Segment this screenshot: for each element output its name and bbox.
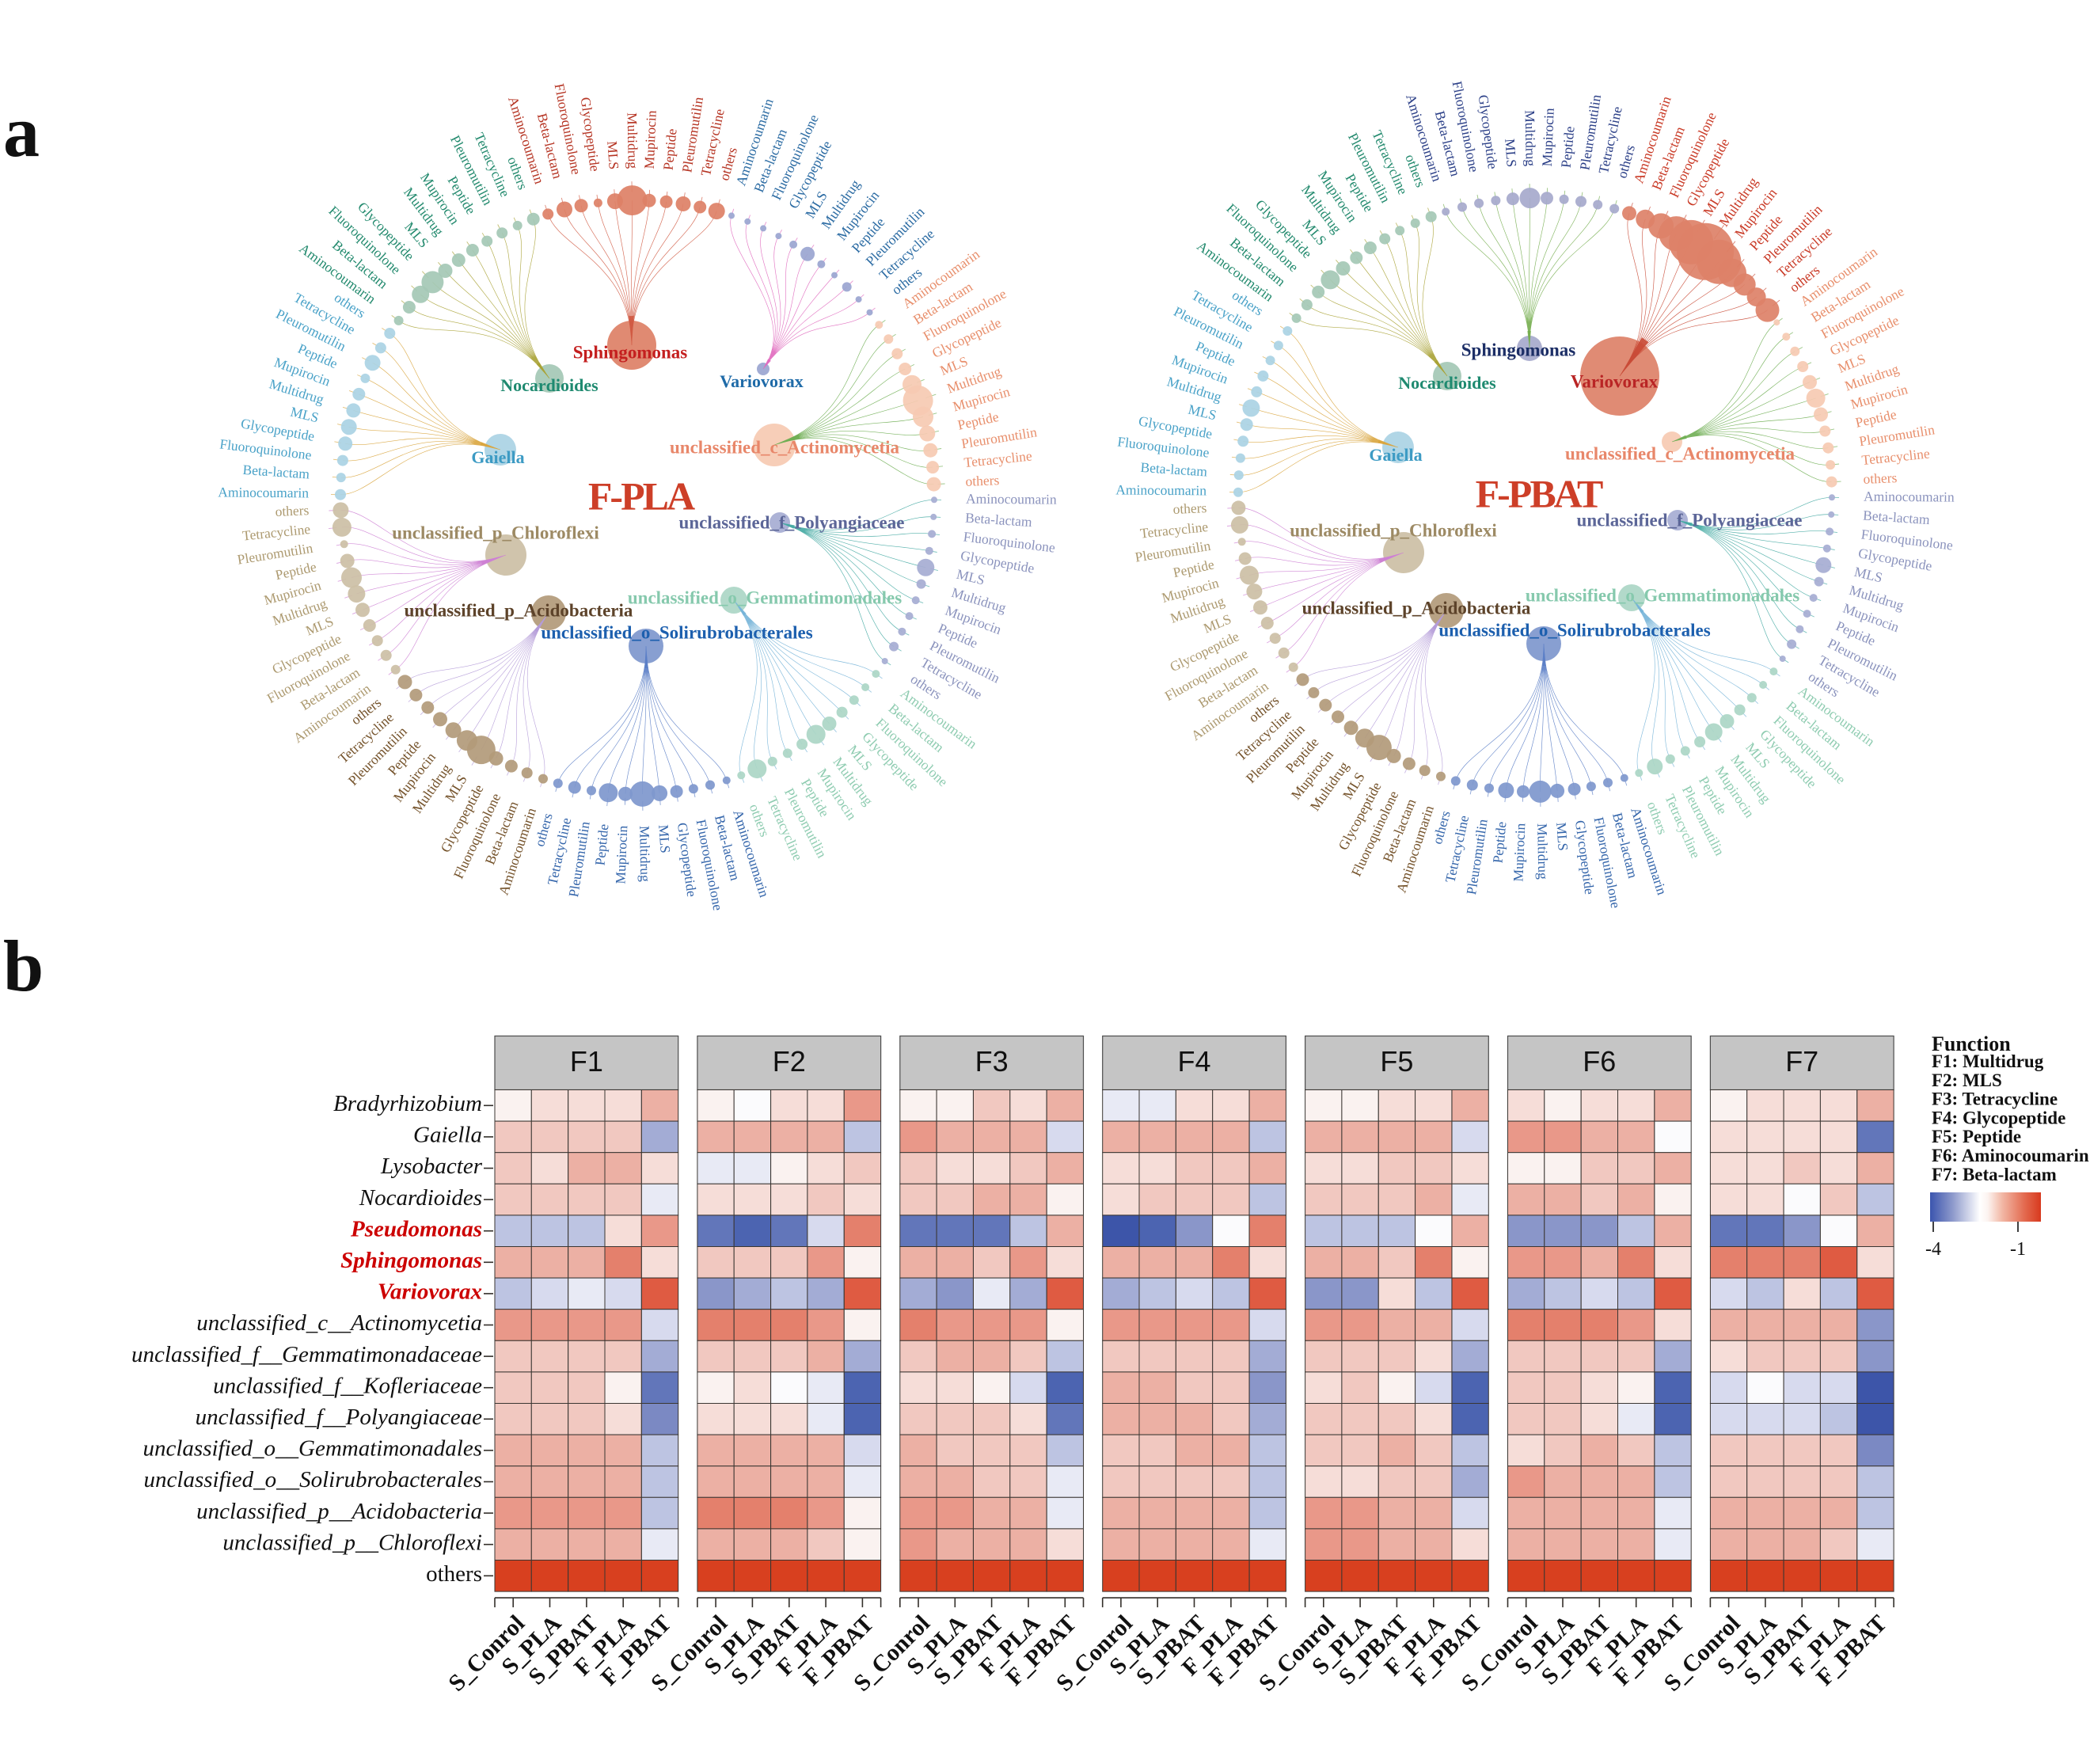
svg-text:F4: Glycopeptide: F4: Glycopeptide — [1932, 1108, 2065, 1127]
svg-text:MLS: MLS — [1553, 822, 1571, 851]
svg-text:F2: F2 — [773, 1045, 806, 1078]
svg-text:unclassified_f__Gemmatimonadac: unclassified_f__Gemmatimonadaceae — [131, 1342, 482, 1367]
svg-text:F-PBAT: F-PBAT — [1476, 471, 1603, 515]
svg-text:Aminocoumarin: Aminocoumarin — [966, 491, 1057, 508]
svg-text:unclassified_o_Gemmatimonadale: unclassified_o_Gemmatimonadales — [628, 587, 902, 607]
svg-text:others: others — [1172, 500, 1207, 517]
svg-text:Pseudomonas: Pseudomonas — [350, 1216, 482, 1241]
svg-text:Variovorax: Variovorax — [378, 1279, 482, 1305]
svg-text:F5: F5 — [1380, 1045, 1413, 1078]
svg-text:Mupirocin: Mupirocin — [641, 110, 659, 169]
svg-text:unclassified_o_Solirubrobacter: unclassified_o_Solirubrobacterales — [1438, 620, 1710, 640]
svg-text:F1: F1 — [570, 1045, 603, 1078]
svg-text:F3: Tetracycline: F3: Tetracycline — [1932, 1089, 2058, 1109]
svg-text:unclassified_c_Actinomycetia: unclassified_c_Actinomycetia — [670, 437, 900, 457]
svg-text:a: a — [3, 91, 40, 172]
svg-text:Variovorax: Variovorax — [1571, 371, 1659, 391]
svg-text:unclassified_f__Polyangiaceae: unclassified_f__Polyangiaceae — [196, 1405, 483, 1430]
svg-text:Mupirocin: Mupirocin — [612, 825, 630, 884]
svg-text:F7: Beta-lactam: F7: Beta-lactam — [1932, 1165, 2057, 1184]
svg-text:Sphingomonas: Sphingomonas — [1461, 340, 1576, 359]
svg-text:Multidrug: Multidrug — [625, 112, 641, 169]
svg-text:Gaiella: Gaiella — [1369, 445, 1422, 465]
svg-text:-1: -1 — [2010, 1239, 2026, 1260]
svg-text:unclassified_o__Solirubrobacte: unclassified_o__Solirubrobacterales — [144, 1467, 482, 1492]
svg-text:Multidrug: Multidrug — [1522, 110, 1539, 167]
svg-text:F-PLA: F-PLA — [588, 473, 695, 518]
svg-text:unclassified_f__Kofleriaceae: unclassified_f__Kofleriaceae — [213, 1373, 482, 1398]
svg-text:Sphingomonas: Sphingomonas — [573, 342, 688, 362]
svg-text:Mupirocin: Mupirocin — [1510, 823, 1528, 882]
svg-text:unclassified_c_Actinomycetia: unclassified_c_Actinomycetia — [1565, 443, 1796, 463]
svg-text:b: b — [3, 926, 44, 1006]
svg-text:F7: F7 — [1785, 1045, 1818, 1078]
svg-text:others: others — [1863, 470, 1898, 487]
svg-text:Multidrug: Multidrug — [636, 826, 653, 883]
svg-text:MLS: MLS — [656, 824, 674, 853]
svg-text:unclassified_p_Acidobacteria: unclassified_p_Acidobacteria — [1302, 598, 1531, 618]
svg-text:MLS: MLS — [604, 140, 622, 169]
svg-text:Aminocoumarin: Aminocoumarin — [1115, 481, 1206, 498]
svg-text:Aminocoumarin: Aminocoumarin — [218, 484, 309, 500]
svg-text:Nocardioides: Nocardioides — [1398, 373, 1496, 393]
svg-text:Bradyrhizobium: Bradyrhizobium — [333, 1091, 482, 1116]
svg-text:unclassified_p__Acidobacteria: unclassified_p__Acidobacteria — [196, 1499, 482, 1524]
svg-text:unclassified_p__Chloroflexi: unclassified_p__Chloroflexi — [222, 1530, 482, 1555]
svg-text:others: others — [275, 502, 310, 519]
svg-text:F5: Peptide: F5: Peptide — [1932, 1127, 2021, 1146]
svg-text:unclassified_o__Gemmatimonadal: unclassified_o__Gemmatimonadales — [142, 1436, 482, 1462]
svg-text:others: others — [965, 472, 1000, 489]
svg-text:unclassified_p_Chloroflexi: unclassified_p_Chloroflexi — [392, 523, 599, 542]
svg-text:F6: Aminocoumarin: F6: Aminocoumarin — [1932, 1146, 2089, 1165]
svg-text:F2: MLS: F2: MLS — [1932, 1070, 2002, 1090]
svg-text:F1: Multidrug: F1: Multidrug — [1932, 1051, 2044, 1071]
svg-text:unclassified_o_Gemmatimonadale: unclassified_o_Gemmatimonadales — [1526, 585, 1799, 605]
svg-text:Gaiella: Gaiella — [471, 447, 524, 467]
svg-text:unclassified_p_Chloroflexi: unclassified_p_Chloroflexi — [1290, 520, 1497, 540]
svg-text:Gaiella: Gaiella — [413, 1123, 482, 1148]
svg-text:-4: -4 — [1925, 1239, 1941, 1260]
svg-text:MLS: MLS — [1502, 138, 1520, 167]
svg-text:Aminocoumarin: Aminocoumarin — [1864, 489, 1955, 505]
svg-text:Lysobacter: Lysobacter — [380, 1154, 483, 1179]
svg-text:others: others — [426, 1561, 482, 1587]
svg-text:Mupirocin: Mupirocin — [1539, 108, 1557, 167]
svg-text:F4: F4 — [1177, 1045, 1210, 1078]
svg-text:unclassified_f_Polyangiaceae: unclassified_f_Polyangiaceae — [679, 512, 905, 532]
svg-text:Nocardioides: Nocardioides — [359, 1185, 482, 1211]
svg-text:Variovorax: Variovorax — [720, 371, 804, 391]
svg-text:unclassified_p_Acidobacteria: unclassified_p_Acidobacteria — [405, 600, 633, 620]
svg-text:unclassified_o_Solirubrobacter: unclassified_o_Solirubrobacterales — [541, 622, 812, 642]
svg-text:Nocardioides: Nocardioides — [500, 375, 598, 395]
svg-text:unclassified_f_Polyangiaceae: unclassified_f_Polyangiaceae — [1577, 510, 1803, 530]
svg-text:F3: F3 — [975, 1045, 1009, 1078]
svg-text:Multidrug: Multidrug — [1534, 823, 1551, 880]
svg-text:Sphingomonas: Sphingomonas — [340, 1248, 482, 1273]
svg-text:F6: F6 — [1583, 1045, 1616, 1078]
svg-text:unclassified_c__Actinomycetia: unclassified_c__Actinomycetia — [196, 1310, 482, 1336]
